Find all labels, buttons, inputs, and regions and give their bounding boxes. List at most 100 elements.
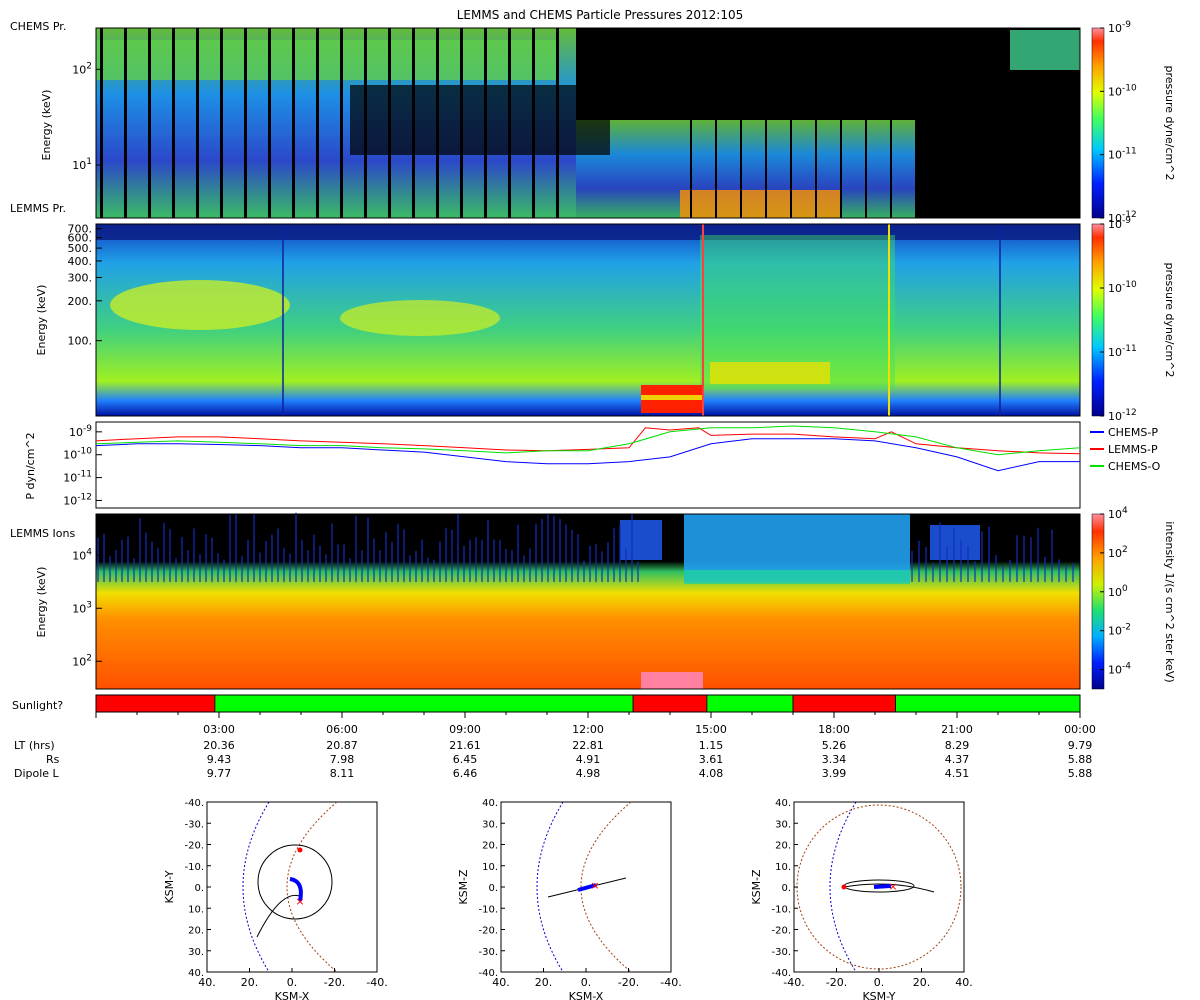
orbit-start-marker xyxy=(841,884,847,890)
colorbar-tick-label: 10-9 xyxy=(1108,216,1131,231)
colorbar-tick-label: 10-9 xyxy=(1108,20,1131,35)
x-tick-label: 0. xyxy=(874,976,885,989)
y-tick-label: -20. xyxy=(478,926,498,937)
colorbar-tick-label: 10-11 xyxy=(1108,147,1137,162)
orbit-plot-xy: × 40. 20. 0. -20. -40. -40. -30. -20. -10. 0. 10. 20… xyxy=(163,798,388,1000)
chems-data-gaps xyxy=(100,28,967,218)
chems-late-band xyxy=(1010,30,1080,70)
ephemeris-value: 9.43 xyxy=(207,753,232,766)
colorbar-tick-label: 100 xyxy=(1108,584,1128,599)
chems-gap-line xyxy=(340,28,343,218)
x-tick-label: -20. xyxy=(324,976,345,989)
ephemeris-value: 6.46 xyxy=(453,767,478,780)
ephemeris-value: 4.91 xyxy=(576,753,601,766)
orbit-end-marker: × xyxy=(590,879,599,892)
y-tick-label: 104 xyxy=(72,547,92,562)
lemms-y-ticks: 700.600.500.400. 300. 200. 100. xyxy=(68,223,102,348)
ephemeris-value: 9.77 xyxy=(207,767,232,780)
ephemeris-value: 3.34 xyxy=(822,753,847,766)
chems-gap-line xyxy=(412,28,415,218)
pressure-line-panel: 10-9 10-10 10-11 10-12 P dyn/cm^2 CHEMS-P LE… xyxy=(24,421,1161,509)
y-tick-label: 102 xyxy=(72,653,92,668)
ephemeris-value: 5.88 xyxy=(1068,767,1093,780)
x-tick-label: -20. xyxy=(618,976,639,989)
x-tick-label: -40. xyxy=(366,976,387,989)
colorbar-tick-label: 104 xyxy=(1108,506,1128,521)
chems-corner-label: CHEMS Pr. xyxy=(10,20,66,33)
lemms-inner-mag-core xyxy=(710,362,830,384)
ephemeris-row-label: LT (hrs) xyxy=(14,739,55,752)
chems-gap-line xyxy=(915,120,917,218)
y-tick-label: -40. xyxy=(478,968,498,979)
orbit-x-label: KSM-Y xyxy=(862,990,895,1000)
ephemeris-value: 3.61 xyxy=(699,753,724,766)
x-tick-label: 40. xyxy=(955,976,973,989)
x-tick-label: 20. xyxy=(241,976,259,989)
chems-gap-line xyxy=(690,120,692,218)
orbit-segment xyxy=(873,884,892,889)
ephemeris-value: 5.26 xyxy=(822,739,847,752)
sunlight-panel: Sunlight? xyxy=(12,694,1081,713)
orbit-segment xyxy=(577,883,597,892)
ephemeris-value: 9.79 xyxy=(1068,739,1093,752)
orbit-start-marker xyxy=(297,847,303,853)
ions-inner-mag-edge xyxy=(684,570,910,584)
orbit-segment xyxy=(289,877,303,902)
ephemeris-value: 4.08 xyxy=(699,767,724,780)
y-tick-label: 40. xyxy=(188,968,204,979)
y-tick-label: -20. xyxy=(184,841,204,852)
ions-injection-block xyxy=(641,672,703,689)
ions-blue-region-2 xyxy=(930,525,980,560)
figure-title: LEMMS and CHEMS Particle Pressures 2012:… xyxy=(457,8,744,22)
orbit-plot-yz: × -40. -20. 0. 20. 40. 40. 30. 20. 10. 0. -10. -20. -… xyxy=(750,798,973,1000)
chems-gap-line xyxy=(765,120,767,218)
chems-gap-line xyxy=(840,120,842,218)
ephemeris-value: 4.51 xyxy=(945,767,970,780)
sunlight-bars xyxy=(95,694,1081,713)
y-tick-label: 400. xyxy=(68,255,93,268)
chems-gap-line xyxy=(556,28,559,218)
chems-gap-line xyxy=(740,120,742,218)
y-tick-label: -10. xyxy=(771,904,791,915)
colorbar-tick-label: 10-11 xyxy=(1108,344,1137,359)
colorbar-tick-label: 10-2 xyxy=(1108,623,1131,638)
y-tick-label: -20. xyxy=(771,926,791,937)
chems-gap-line xyxy=(196,28,199,218)
chems-low-energy-peak xyxy=(680,190,840,218)
orbit-y-label: KSM-Z xyxy=(457,869,470,905)
chems-colorbar xyxy=(1091,27,1105,219)
colorbar-tick-label: 10-10 xyxy=(1108,83,1137,98)
ephemeris-value: 7.98 xyxy=(330,753,355,766)
y-tick-label: 300. xyxy=(68,271,93,284)
ephemeris-value: 6.45 xyxy=(453,753,478,766)
y-tick-label: 20. xyxy=(188,926,204,937)
y-tick-label: 700. xyxy=(68,223,93,236)
colorbar-tick-label: 10-4 xyxy=(1108,662,1131,677)
y-tick-label: -10. xyxy=(184,862,204,873)
chems-gap-line xyxy=(316,28,319,218)
magnetopause-arc xyxy=(242,801,270,973)
y-tick-label: 0. xyxy=(488,883,498,894)
colorbar-tick-label: 102 xyxy=(1108,545,1128,560)
y-tick-label: 0. xyxy=(781,883,791,894)
time-tick-label: 12:00 xyxy=(572,723,604,736)
ephemeris-value: 21.61 xyxy=(449,739,481,752)
chems-gap-line xyxy=(460,28,463,218)
ephemeris-row-label: Rs xyxy=(46,753,60,766)
y-tick-label: 10-9 xyxy=(69,424,92,439)
orbit-trajectory xyxy=(256,895,303,938)
chems-gap-line xyxy=(508,28,511,218)
y-tick-label: 30. xyxy=(188,947,204,958)
series-line-lemms-p xyxy=(95,427,1081,455)
y-tick-label: 40. xyxy=(775,798,791,809)
x-tick-label: 20. xyxy=(535,976,553,989)
chems-gap-line xyxy=(124,28,127,218)
y-tick-label: -30. xyxy=(771,947,791,958)
x-tick-label: 0. xyxy=(581,976,592,989)
colorbar-tick-label: 10-10 xyxy=(1108,280,1137,295)
y-tick-label: 10. xyxy=(188,904,204,915)
chems-gap-line xyxy=(388,28,391,218)
sunlight-sunlight xyxy=(214,694,634,713)
y-tick-label: 600. xyxy=(68,232,93,245)
bow-shock-arc xyxy=(286,801,338,973)
